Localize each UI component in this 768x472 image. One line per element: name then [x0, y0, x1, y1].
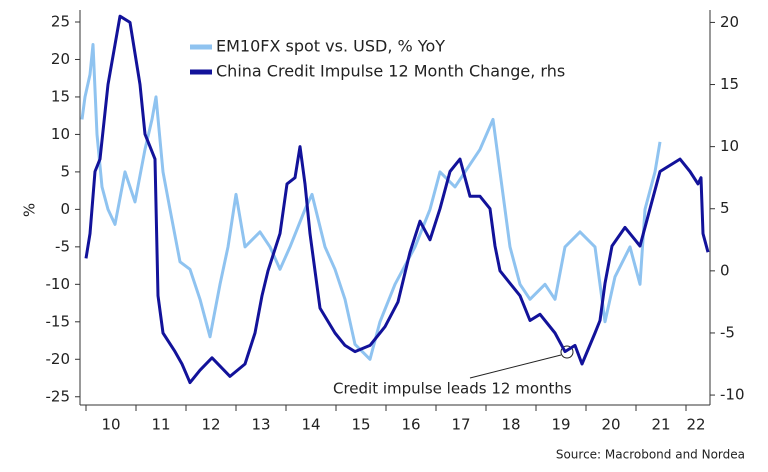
y-tick-label: 15	[51, 87, 70, 105]
y-tick-label: -5	[55, 237, 70, 255]
y-axis-label: %	[21, 203, 39, 217]
annotation-circle	[560, 345, 574, 359]
y2-tick-label: 20	[720, 13, 739, 31]
y-tick-label: -25	[46, 387, 71, 405]
x-tick-label: 15	[351, 416, 370, 434]
annotation-pointer	[469, 354, 562, 379]
y2-tick-label: 0	[720, 261, 730, 279]
y2-tick-label: 10	[720, 137, 739, 155]
y-tick-label: 10	[51, 125, 70, 143]
y-tick-label: 5	[60, 162, 70, 180]
y-tick-label: 25	[51, 12, 70, 30]
x-tick-label: 21	[651, 416, 670, 434]
series-line	[80, 43, 662, 361]
x-tick-label: 17	[451, 416, 470, 434]
y2-tick-label: 15	[720, 75, 739, 93]
y2-tick-label: 5	[720, 199, 730, 217]
y-tick-label: 0	[60, 200, 70, 218]
x-tick-label: 22	[686, 416, 705, 434]
x-tick-label: 19	[551, 416, 570, 434]
legend-label: EM10FX spot vs. USD, % YoY	[216, 37, 445, 56]
annotation: Credit impulse leads 12 months	[333, 380, 572, 398]
x-tick-label: 11	[151, 416, 170, 434]
x-tick-label: 10	[101, 416, 120, 434]
source: Source: Macrobond and Nordea	[556, 448, 745, 462]
series-line	[84, 14, 710, 385]
x-tick-label: 16	[401, 416, 420, 434]
x-tick-label: 14	[301, 416, 320, 434]
y-tick-label: 20	[51, 50, 70, 68]
x-tick-label: 12	[201, 416, 220, 434]
y2-tick-label: -5	[720, 323, 735, 341]
y-tick-label: -15	[46, 312, 71, 330]
x-tick-label: 13	[251, 416, 270, 434]
y2-tick-label: -10	[720, 386, 745, 404]
x-tick-label: 20	[601, 416, 620, 434]
legend-label: China Credit Impulse 12 Month Change, rh…	[216, 62, 565, 81]
x-tick-label: 18	[501, 416, 520, 434]
y-tick-label: -20	[46, 350, 71, 368]
y-tick-label: -10	[46, 275, 71, 293]
